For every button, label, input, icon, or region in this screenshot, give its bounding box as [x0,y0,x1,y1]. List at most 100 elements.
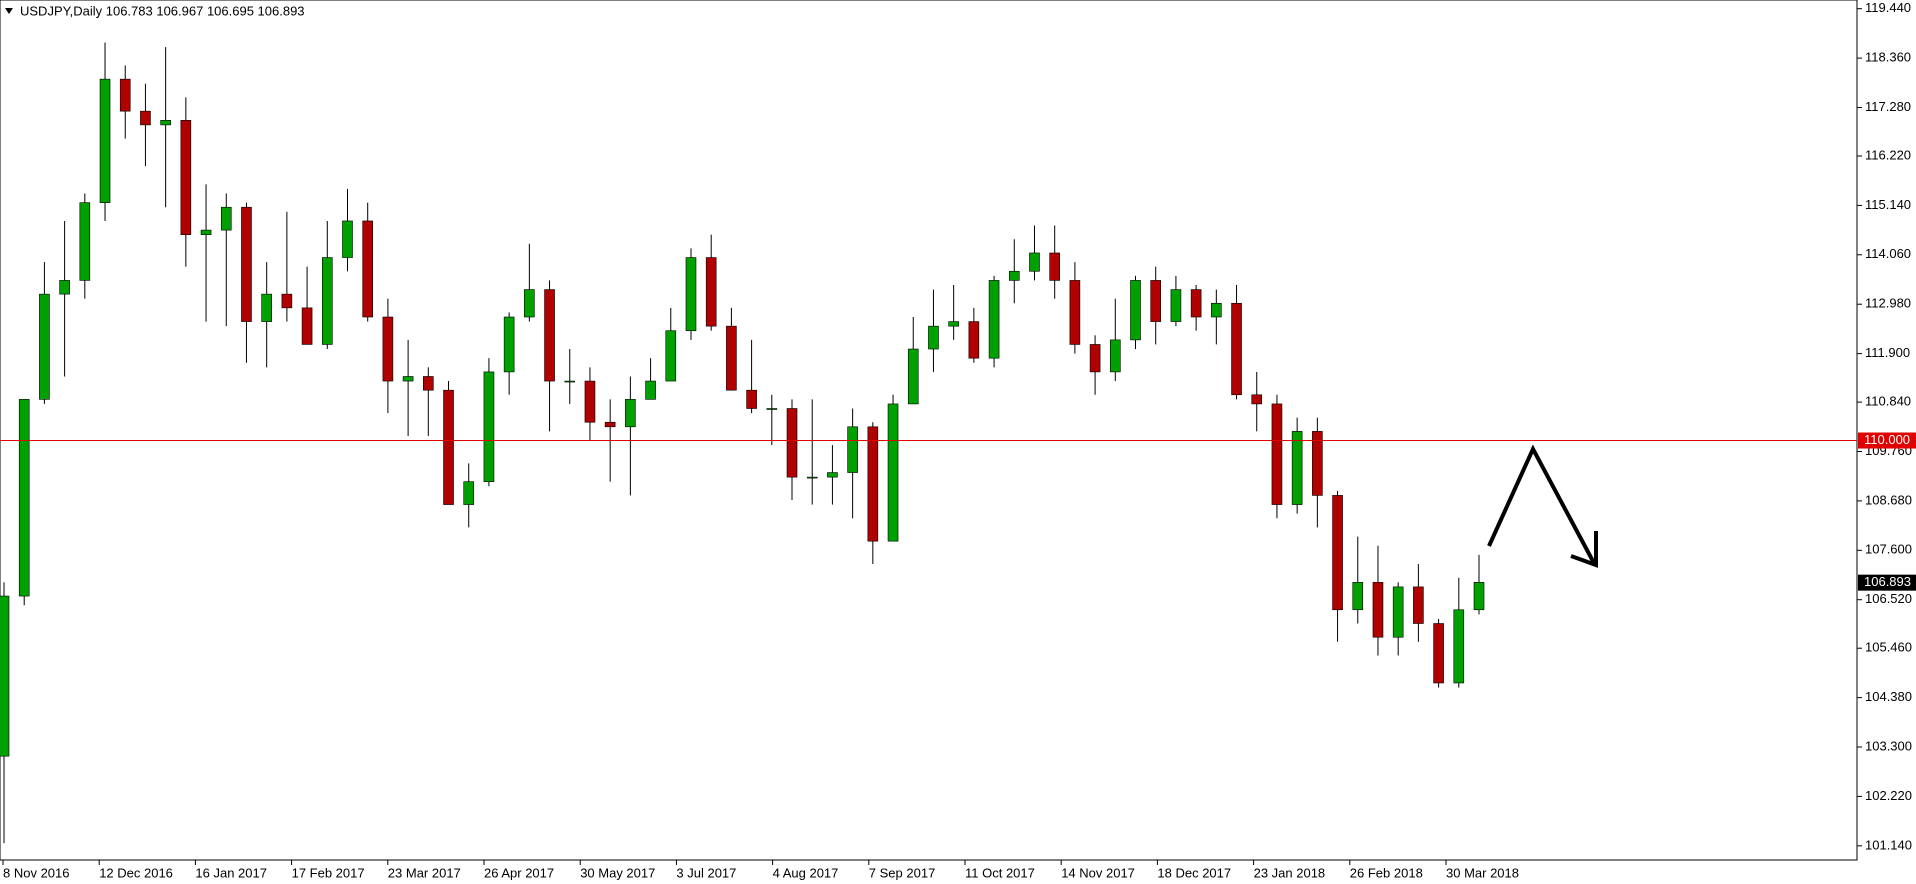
candle-body [1413,586,1424,624]
candle-body [1170,289,1182,322]
candle-body [1312,431,1323,496]
candle-body [827,472,838,478]
candle-body [1291,431,1303,505]
candle-body [362,220,373,318]
y-tick-label: 116.220 [1865,147,1911,162]
candle-body [645,380,656,400]
candle-body [261,293,272,322]
y-tick-label: 115.140 [1865,197,1911,212]
candle-body [705,257,717,327]
arrow-line [1487,444,1597,566]
candle-body [665,330,677,382]
candle-body [544,289,555,382]
arrow-head [1570,531,1598,568]
level-label-bg [1858,432,1916,449]
candle-body [0,595,10,757]
candle-body [503,316,515,373]
candle-body [1372,582,1384,638]
y-tick-label: 111.900 [1865,345,1910,360]
level-label: 110.000 [1864,432,1910,447]
candle-body [1453,609,1465,684]
candle-body [301,307,313,345]
y-tick-label: 103.300 [1865,738,1912,753]
x-tick-label: 18 Dec 2017 [1157,865,1231,880]
candle-body [1352,582,1364,611]
candle-body [463,481,475,505]
candle-body [887,403,899,542]
candle-body [948,321,959,327]
candle-body [39,293,50,400]
x-tick-label: 23 Jan 2018 [1254,865,1326,880]
candle-body [1473,582,1485,611]
candle-body [1271,403,1283,505]
candle-body [786,408,798,478]
candle-body [847,426,858,473]
candle-body [99,78,111,203]
x-tick-label: 17 Feb 2017 [292,865,365,880]
x-tick-label: 4 Aug 2017 [773,865,839,880]
candle-body [584,380,596,423]
chart-title: USDJPY,Daily 106.783 106.967 106.695 106… [20,3,305,18]
y-tick-label: 106.520 [1865,591,1912,606]
candle-body [988,280,1000,359]
candle-body [907,348,919,405]
candle-body [1029,252,1040,272]
y-tick-label: 107.600 [1865,542,1912,557]
plot-area [0,0,1858,861]
x-tick-label: 3 Jul 2017 [676,865,736,880]
x-tick-label: 14 Nov 2017 [1061,865,1135,880]
y-tick-label: 117.280 [1865,99,1911,114]
candle-body [59,280,70,295]
candle-body [483,371,495,482]
y-tick-label: 112.980 [1865,296,1911,311]
y-tick-label: 102.220 [1865,788,1912,803]
candle-body [1211,302,1222,318]
x-tick-label: 7 Sep 2017 [869,865,936,880]
candle-body [1150,280,1162,322]
x-tick-label: 26 Apr 2017 [484,865,554,880]
candle-body [220,206,232,231]
candle-body [160,120,171,126]
candle-body [1008,270,1020,281]
candle-body [1433,623,1444,684]
y-tick-label: 101.140 [1865,837,1912,852]
candle-body [806,476,818,479]
y-tick-label: 119.440 [1865,0,1911,15]
candle-body [766,408,778,410]
candle-body [726,325,737,391]
candle-body [867,426,879,542]
last-price-label: 106.893 [1864,574,1911,589]
candle-body [140,110,151,126]
candle-body [18,399,30,597]
y-tick-label: 108.680 [1865,492,1912,507]
candle-body [564,380,576,383]
y-tick-label: 105.460 [1865,640,1912,655]
candle-body [423,376,434,391]
candle-body [524,289,535,318]
candle-body [1130,280,1141,341]
candle-body [1069,280,1081,345]
y-tick-label: 110.840 [1865,394,1911,409]
candle-body [1332,495,1343,611]
x-tick-label: 8 Nov 2016 [3,865,70,880]
x-tick-label: 12 Dec 2016 [99,865,173,880]
candle-body [1392,586,1404,638]
candle-body [1190,289,1202,318]
candle-body [443,389,454,505]
last-price-bg [1858,574,1916,591]
candle-body [1231,302,1242,396]
candle-body [342,220,353,258]
candle-body [604,421,616,428]
candle-body [625,399,636,428]
x-tick-label: 30 Mar 2018 [1446,865,1519,880]
menu-triangle [5,8,13,14]
candle-body [281,293,293,309]
candle-body [1089,344,1101,373]
candle-body [79,202,91,281]
x-tick-label: 23 Mar 2017 [388,865,461,880]
candle-body [402,376,414,382]
candle-body [321,257,333,345]
candle-body [200,229,212,235]
candle-body [685,257,697,332]
